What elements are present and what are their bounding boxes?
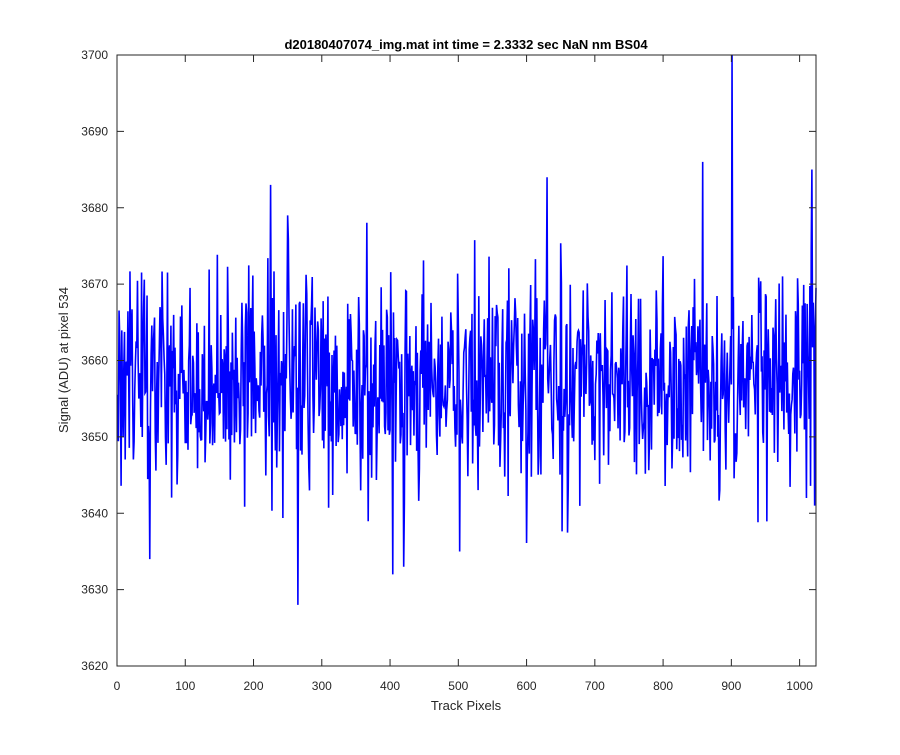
y-tick-label: 3690: [81, 124, 108, 138]
x-tick-label: 500: [448, 679, 468, 693]
y-tick-label: 3660: [81, 354, 108, 368]
series-line: [116, 54, 817, 605]
x-tick-label: 0: [114, 679, 121, 693]
y-tick-label: 3700: [81, 48, 108, 62]
chart-title: d20180407074_img.mat int time = 2.3332 s…: [284, 37, 648, 52]
y-axis-label: Signal (ADU) at pixel 534: [56, 287, 71, 433]
x-tick-label: 900: [721, 679, 741, 693]
x-tick-label: 400: [380, 679, 400, 693]
x-tick-label: 100: [175, 679, 195, 693]
x-axis-label: Track Pixels: [431, 698, 502, 713]
x-tick-label: 200: [244, 679, 264, 693]
x-tick-label: 800: [653, 679, 673, 693]
y-tick-label: 3670: [81, 277, 108, 291]
x-tick-label: 700: [585, 679, 605, 693]
y-tick-label: 3680: [81, 201, 108, 215]
y-tick-label: 3630: [81, 583, 108, 597]
y-tick-label: 3640: [81, 506, 108, 520]
series-layer: [116, 54, 817, 605]
y-tick-label: 3620: [81, 659, 108, 673]
x-tick-label: 1000: [786, 679, 813, 693]
x-tick-label: 600: [517, 679, 537, 693]
x-tick-label: 300: [312, 679, 332, 693]
y-tick-label: 3650: [81, 430, 108, 444]
x-axis: 0 100 200 300 400 500 600 700 800 900 1000: [114, 55, 813, 693]
y-axis: 3620 3630 3640 3650 3660 3670 3680 3690 3700: [81, 48, 816, 673]
